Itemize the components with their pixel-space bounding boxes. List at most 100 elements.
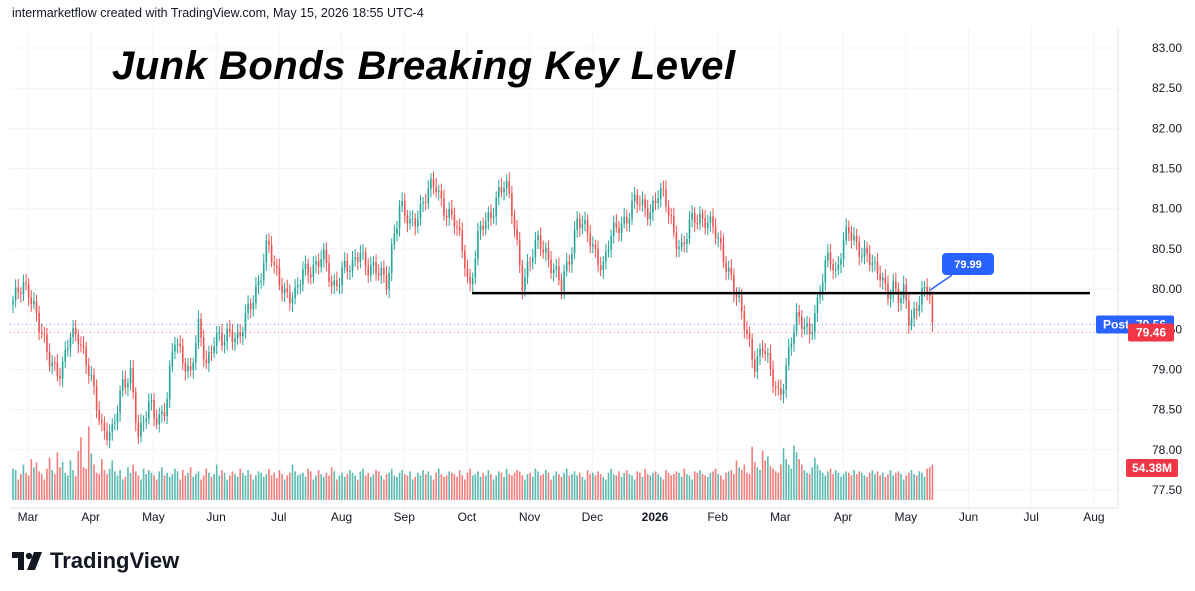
candle-body	[484, 220, 487, 230]
volume-bar	[100, 459, 103, 500]
volume-bar	[477, 471, 479, 500]
candle-body	[380, 267, 383, 276]
candle-body	[824, 260, 827, 283]
candle-body	[231, 331, 234, 343]
volume-bar	[174, 468, 176, 500]
candle-body	[563, 271, 565, 291]
volume-bar	[599, 474, 602, 500]
volume-bar	[764, 460, 767, 500]
candle-body	[793, 331, 795, 344]
candle-body	[855, 235, 858, 243]
candle-body	[657, 198, 659, 203]
candle-body	[542, 249, 545, 253]
candle-body	[221, 332, 223, 346]
volume-bar	[38, 471, 40, 500]
volume-bar	[351, 472, 354, 500]
volume-bar	[69, 460, 72, 500]
volume-bar	[291, 464, 294, 500]
candle-body	[171, 351, 174, 367]
volume-bar	[103, 470, 106, 500]
candle-body	[800, 316, 803, 330]
candle-body	[605, 251, 607, 262]
volume-bar	[474, 474, 477, 500]
volume-bar	[892, 475, 895, 500]
volume-bar	[725, 472, 727, 500]
candle-body	[249, 303, 252, 310]
volume-bar	[589, 474, 592, 500]
x-tick-label: May	[142, 510, 165, 524]
candle-body	[289, 292, 291, 304]
volume-bar	[328, 475, 330, 500]
candle-body	[48, 351, 51, 367]
volume-bar	[95, 472, 98, 500]
volume-bar	[720, 475, 722, 500]
candle-body	[354, 257, 356, 260]
volume-bar	[560, 476, 563, 500]
volume-bar	[202, 475, 205, 500]
volume-bar	[268, 468, 270, 500]
candle-body	[498, 187, 500, 198]
candle-body	[414, 218, 417, 227]
volume-bar	[623, 472, 625, 500]
volume-bar	[456, 476, 458, 500]
volume-bar	[59, 467, 61, 500]
volume-bar	[85, 468, 87, 500]
candle-body	[349, 270, 351, 272]
candle-body	[539, 235, 542, 250]
volume-bar	[928, 467, 931, 500]
candle-body	[803, 326, 806, 330]
candle-body	[161, 411, 163, 415]
candle-body	[477, 231, 479, 259]
volume-bar	[897, 471, 900, 500]
candle-body	[466, 267, 469, 277]
volume-bar	[294, 471, 296, 500]
volume-bar	[260, 472, 262, 500]
volume-bar	[205, 468, 208, 500]
volume-bar	[383, 479, 385, 500]
volume-bar	[388, 472, 390, 500]
candle-body	[861, 256, 863, 258]
candle-body	[257, 280, 260, 286]
candle-body	[370, 265, 372, 276]
candle-body	[560, 280, 563, 291]
candle-body	[842, 239, 845, 260]
candle-body	[51, 362, 53, 367]
candle-body	[208, 352, 210, 364]
volume-bar	[578, 472, 581, 500]
volume-bar	[325, 472, 328, 500]
candle-body	[524, 276, 526, 291]
chart-area[interactable]: 83.0082.5082.0081.5081.0080.5080.0079.50…	[10, 28, 1184, 527]
volume-bar	[511, 475, 513, 500]
volume-bar	[644, 468, 646, 500]
volume-bar	[691, 479, 693, 500]
volume-bar	[902, 479, 905, 500]
candle-body	[234, 338, 236, 343]
volume-bar	[309, 471, 312, 500]
volume-bar	[356, 479, 359, 500]
volume-bar	[223, 472, 226, 500]
volume-bar	[861, 472, 863, 500]
y-tick-label: 79.00	[1152, 362, 1182, 376]
tradingview-logo[interactable]: TradingView	[12, 548, 179, 574]
candle-body	[458, 227, 461, 231]
volume-bar	[221, 470, 223, 500]
volume-bar	[620, 476, 623, 500]
candle-body	[821, 282, 824, 294]
candle-body	[323, 249, 325, 260]
candle-body	[516, 228, 518, 240]
volume-bar	[286, 475, 289, 500]
volume-bar	[665, 470, 667, 500]
price-chart[interactable]: 83.0082.5082.0081.5081.0080.5080.0079.50…	[10, 28, 1184, 527]
volume-bar	[484, 475, 487, 500]
volume-bar	[714, 468, 717, 500]
volume-bar	[767, 456, 769, 500]
volume-bar	[283, 479, 286, 500]
volume-bar	[842, 474, 845, 500]
candle-body	[876, 261, 879, 274]
volume-bar	[492, 479, 495, 500]
y-tick-label: 81.50	[1152, 162, 1182, 176]
volume-bar	[545, 470, 547, 500]
volume-bar	[67, 475, 69, 500]
volume-bar	[610, 468, 612, 500]
x-tick-label: Mar	[18, 510, 39, 524]
